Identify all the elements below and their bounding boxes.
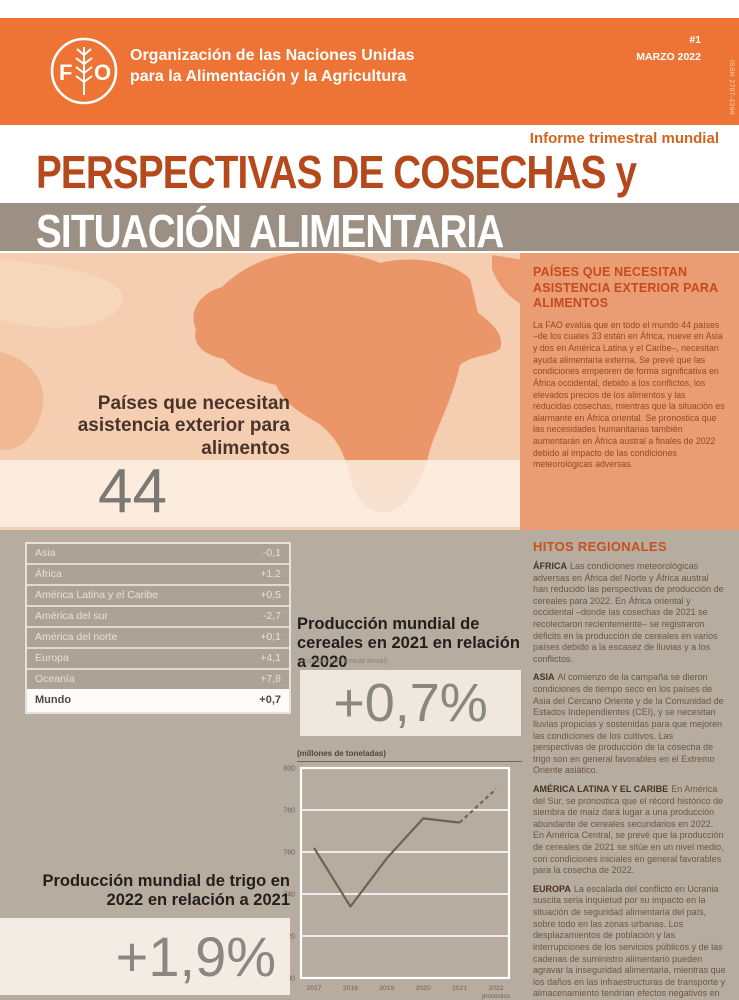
title-band: SITUACIÓN ALIMENTARIA <box>0 203 739 257</box>
highlight-item: AMÉRICA LATINA Y EL CARIBE En América del… <box>533 784 726 877</box>
table-total-row: Mundo +0,7 <box>27 689 289 712</box>
table-row-label: Oceanía <box>35 673 75 685</box>
org-name-line2: para la Alimentación y la Agricultura <box>130 68 407 86</box>
table-row-label: América del norte <box>35 631 118 643</box>
wheat-chart: 8007807607407207002017201820192020202120… <box>276 762 522 1000</box>
cereals-unit-note: (cambio porcentual anual) <box>301 656 388 665</box>
panel-body: La FAO evalúa que en todo el mundo 44 pa… <box>533 319 725 470</box>
table-row: África +1,2 <box>27 565 289 586</box>
issn-label: ISSN 2707-2266 <box>728 60 735 116</box>
table-row-value: +0,1 <box>260 631 281 643</box>
cereals-stat-value: +0,7% <box>333 673 488 733</box>
wheat-heading: Producción mundial de trigo en 2022 en r… <box>42 872 290 909</box>
assistance-count: 44 <box>98 457 167 526</box>
highlights-heading: HITOS REGIONALES <box>533 539 667 554</box>
page-title-line1: PERSPECTIVAS DE COSECHAS y <box>36 146 637 198</box>
highlight-text: En América del Sur, se pronostica que el… <box>533 783 724 876</box>
table-row-label: África <box>35 568 62 580</box>
svg-text:740: 740 <box>283 892 295 899</box>
table-row-value: +1,2 <box>260 568 281 580</box>
issue-block: #1 MARZO 2022 <box>636 32 701 66</box>
highlight-text: La escalada del conflicto en Ucrania sus… <box>533 883 726 1000</box>
table-total-label: Mundo <box>35 694 72 706</box>
page-title-line2: SITUACIÓN ALIMENTARIA <box>36 205 504 257</box>
table-row: Oceanía +7,8 <box>27 670 289 689</box>
cereals-heading: Producción mundial de cereales en 2021 e… <box>297 615 520 671</box>
svg-text:2021: 2021 <box>452 985 467 992</box>
svg-text:800: 800 <box>283 766 295 773</box>
table-row-label: América del sur <box>35 610 108 622</box>
map-faint-landmass <box>0 259 123 328</box>
map-left-landmass <box>0 351 44 450</box>
map-africa-shape <box>193 253 502 513</box>
highlight-item: ASIA Al comienzo de la campaña se dieron … <box>533 672 726 776</box>
svg-text:pronóstico: pronóstico <box>482 994 510 1000</box>
panel-heading: PAÍSES QUE NECESITAN ASISTENCIA EXTERIOR… <box>533 265 718 311</box>
table-row: América del norte +0,1 <box>27 628 289 649</box>
table-row: Asia -0,1 <box>27 544 289 565</box>
table-row-value: +0,5 <box>260 589 281 601</box>
africa-map <box>0 253 530 513</box>
svg-text:F: F <box>59 60 72 85</box>
table-row-label: Asia <box>35 547 56 559</box>
assistance-label: Países que necesitan asistencia exterior… <box>77 393 290 459</box>
issue-number: #1 <box>689 34 701 46</box>
cereals-stat-band: +0,7% <box>300 670 521 736</box>
regions-table: Asia -0,1 África +1,2 América Latina y el Ca… <box>25 542 291 714</box>
table-row-label: Europa <box>35 652 69 664</box>
wheat-chart-svg: 8007807607407207002017201820192020202120… <box>283 766 510 1000</box>
highlight-region: AMÉRICA LATINA Y EL CARIBE <box>533 783 669 794</box>
svg-text:2018: 2018 <box>343 985 358 992</box>
map-section: Países que necesitan asistencia exterior… <box>0 253 739 530</box>
table-row-label: América Latina y el Caribe <box>35 589 159 601</box>
highlight-region: EUROPA <box>533 883 571 894</box>
highlight-region: ASIA <box>533 672 555 683</box>
table-row: América del sur -2,7 <box>27 607 289 628</box>
stats-section: Asia -0,1 África +1,2 América Latina y el Ca… <box>0 530 739 1000</box>
highlight-region: ÁFRICA <box>533 561 567 571</box>
svg-text:2019: 2019 <box>379 985 394 992</box>
assistance-count-band: 44 <box>0 457 578 527</box>
chart-unit-label: (millones de toneladas) <box>297 749 522 762</box>
report-kicker: Informe trimestral mundial <box>529 130 719 147</box>
svg-text:2022: 2022 <box>488 985 503 992</box>
svg-text:780: 780 <box>283 808 295 815</box>
highlight-text: Las condiciones meteorológicas adversas … <box>533 561 724 664</box>
regions-table-body: Asia -0,1 África +1,2 América Latina y el Ca… <box>27 544 289 689</box>
highlight-item: ÁFRICA Las condiciones meteorológicas adv… <box>533 561 726 665</box>
wheat-stat-band: +1,9% <box>0 918 290 995</box>
table-row-value: -0,1 <box>262 547 281 559</box>
org-name: Organización de las Naciones Unidas para… <box>130 45 415 87</box>
issue-date: MARZO 2022 <box>636 50 701 63</box>
svg-text:2017: 2017 <box>306 985 321 992</box>
wheat-stat-value: +1,9% <box>115 925 276 988</box>
table-row-value: +4,1 <box>260 652 281 664</box>
regional-highlights: HITOS REGIONALES ÁFRICA Las condiciones m… <box>520 530 739 1000</box>
highlight-text: Al comienzo de la campaña se dieron cond… <box>533 672 724 776</box>
table-row: América Latina y el Caribe +0,5 <box>27 586 289 607</box>
fao-logo-icon: F O <box>50 37 118 105</box>
svg-text:O: O <box>94 60 111 85</box>
table-row-value: +7,8 <box>260 673 281 685</box>
highlights-list: ÁFRICA Las condiciones meteorológicas adv… <box>533 561 726 1000</box>
table-row: Europa +4,1 <box>27 649 289 670</box>
highlight-item: EUROPA La escalada del conflicto en Ucran… <box>533 884 726 1000</box>
svg-text:760: 760 <box>283 850 295 857</box>
org-name-line1: Organización de las Naciones Unidas <box>130 47 415 64</box>
svg-text:2020: 2020 <box>416 985 431 992</box>
table-total-value: +0,7 <box>259 694 281 706</box>
table-row-value: -2,7 <box>262 610 281 622</box>
masthead: Informe trimestral mundial PERSPECTIVAS … <box>0 125 739 203</box>
assistance-panel: PAÍSES QUE NECESITAN ASISTENCIA EXTERIOR… <box>520 253 739 530</box>
header-band: F O Organización de las Naciones Unidas … <box>0 18 739 125</box>
top-margin <box>0 0 739 18</box>
